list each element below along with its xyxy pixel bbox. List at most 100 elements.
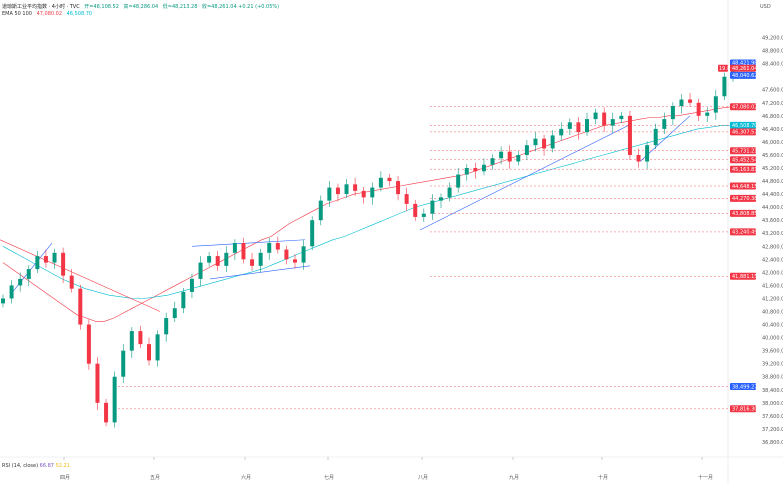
candle-body — [52, 252, 57, 263]
candle-body — [490, 158, 495, 165]
price-level-tag-label: 44,270.38 — [732, 196, 757, 202]
ema100-line — [2, 125, 734, 299]
candle-body — [69, 275, 74, 289]
y-tick-label: 43,600.00 — [762, 218, 783, 224]
y-tick-label: 42,800.00 — [762, 244, 783, 250]
y-tick-label: 47,200.00 — [762, 101, 783, 107]
price-level-tag — [730, 272, 756, 280]
trend-line — [191, 239, 306, 247]
price-level-tag — [730, 156, 756, 164]
trend-line — [9, 242, 53, 296]
y-tick-label: 37,200.00 — [762, 427, 783, 433]
y-tick-label: 36,800.00 — [762, 440, 783, 446]
candle-body — [310, 220, 315, 247]
candle-body — [670, 106, 675, 120]
y-tick-label: 41,200.00 — [762, 296, 783, 302]
high-value: 高=48,286.04 — [123, 4, 159, 10]
price-level-tag-label: 44,648.15 — [732, 184, 757, 190]
candle-body — [344, 184, 349, 195]
candle-body — [464, 168, 469, 175]
y-tick-label: 38,400.00 — [762, 388, 783, 394]
candle-body — [78, 288, 83, 325]
open-value: 开=48,108.52 — [84, 4, 119, 10]
candle-body — [112, 376, 117, 423]
y-tick-label: 47,600.00 — [762, 88, 783, 94]
candle-body — [275, 243, 280, 250]
candle-body — [26, 269, 31, 279]
candle-body — [121, 350, 126, 377]
price-level-tag — [730, 209, 756, 217]
candle-body — [447, 187, 452, 198]
candle-body — [542, 138, 547, 149]
trend-line — [209, 265, 311, 280]
y-tick-label: 42,400.00 — [762, 257, 783, 263]
candle-body — [507, 151, 512, 162]
candle-body — [722, 76, 727, 97]
candle-body — [688, 99, 693, 103]
candle-body — [481, 164, 486, 172]
candle-body — [576, 122, 581, 133]
candle-body — [396, 181, 401, 195]
candle-body — [499, 151, 504, 159]
candle-body — [198, 262, 203, 279]
x-tick-label: 五月 — [150, 475, 160, 481]
candle-body — [404, 194, 409, 204]
low-value: 低=48,213.28 — [162, 4, 198, 10]
x-tick-label: 十一月 — [698, 474, 713, 481]
price-level-tag — [730, 147, 756, 155]
x-tick-label: 七月 — [324, 474, 334, 481]
candle-body — [164, 318, 169, 335]
y-tick-label: 41,600.00 — [762, 283, 783, 289]
candle-body — [636, 154, 641, 162]
candle-body — [421, 213, 426, 217]
y-tick-label: 39,600.00 — [762, 349, 783, 355]
price-level-tag-label: 45,452.54 — [732, 158, 757, 164]
price-level-tag — [730, 165, 756, 173]
price-level-tag-label: 45,163.81 — [732, 167, 757, 173]
x-tick-label: 八月 — [418, 475, 428, 481]
candle-body — [516, 154, 521, 162]
y-tick-label: 40,000.00 — [762, 336, 783, 342]
candle-body — [645, 145, 650, 162]
symbol-label: 道琼斯工业平均指数 · 4小时 · TVC — [2, 4, 80, 10]
candle-body — [378, 177, 383, 188]
candle-body — [430, 200, 435, 214]
candle-body — [1, 298, 5, 304]
y-tick-label: 42,000.00 — [762, 270, 783, 276]
candle-body — [713, 96, 718, 113]
candle-body — [361, 190, 366, 198]
candle-body — [284, 249, 289, 260]
price-level-tag — [730, 121, 756, 129]
candle-body — [533, 138, 538, 146]
candle-body — [610, 119, 615, 126]
price-level-tag-label: 46,508.70 — [732, 123, 757, 129]
candle-body — [155, 334, 160, 361]
candle-body — [301, 246, 306, 263]
rsi-value-2: 52.21 — [55, 463, 70, 469]
candle-body — [181, 291, 186, 309]
candle-body — [456, 174, 461, 188]
y-tick-label: 44,000.00 — [762, 205, 783, 211]
y-tick-label: 38,000.00 — [762, 401, 783, 407]
price-level-tag-label: 38,499.27 — [732, 384, 757, 390]
y-tick-label: 49,200.00 — [762, 36, 783, 42]
candle-body — [250, 259, 255, 266]
candle-body — [267, 243, 272, 253]
candle-body — [705, 112, 710, 116]
price-level-tag-label: 47,080.02 — [732, 105, 757, 111]
candle-body — [387, 177, 392, 182]
y-tick-label: 45,600.00 — [762, 153, 783, 159]
candle-body — [473, 168, 478, 172]
price-level-tag-label: 41,881.15 — [732, 274, 757, 280]
price-level-tag-label: 48,040.62 — [732, 73, 757, 79]
candle-body — [550, 135, 555, 149]
ema50-value: 47,080.02 — [36, 11, 63, 17]
candle-body — [318, 200, 323, 221]
candle-body — [129, 331, 134, 351]
price-level-tag — [730, 182, 756, 190]
y-tick-label: 46,400.00 — [762, 127, 783, 133]
candle-body — [524, 145, 529, 155]
price-level-tag — [730, 383, 756, 391]
candle-body — [18, 278, 23, 286]
